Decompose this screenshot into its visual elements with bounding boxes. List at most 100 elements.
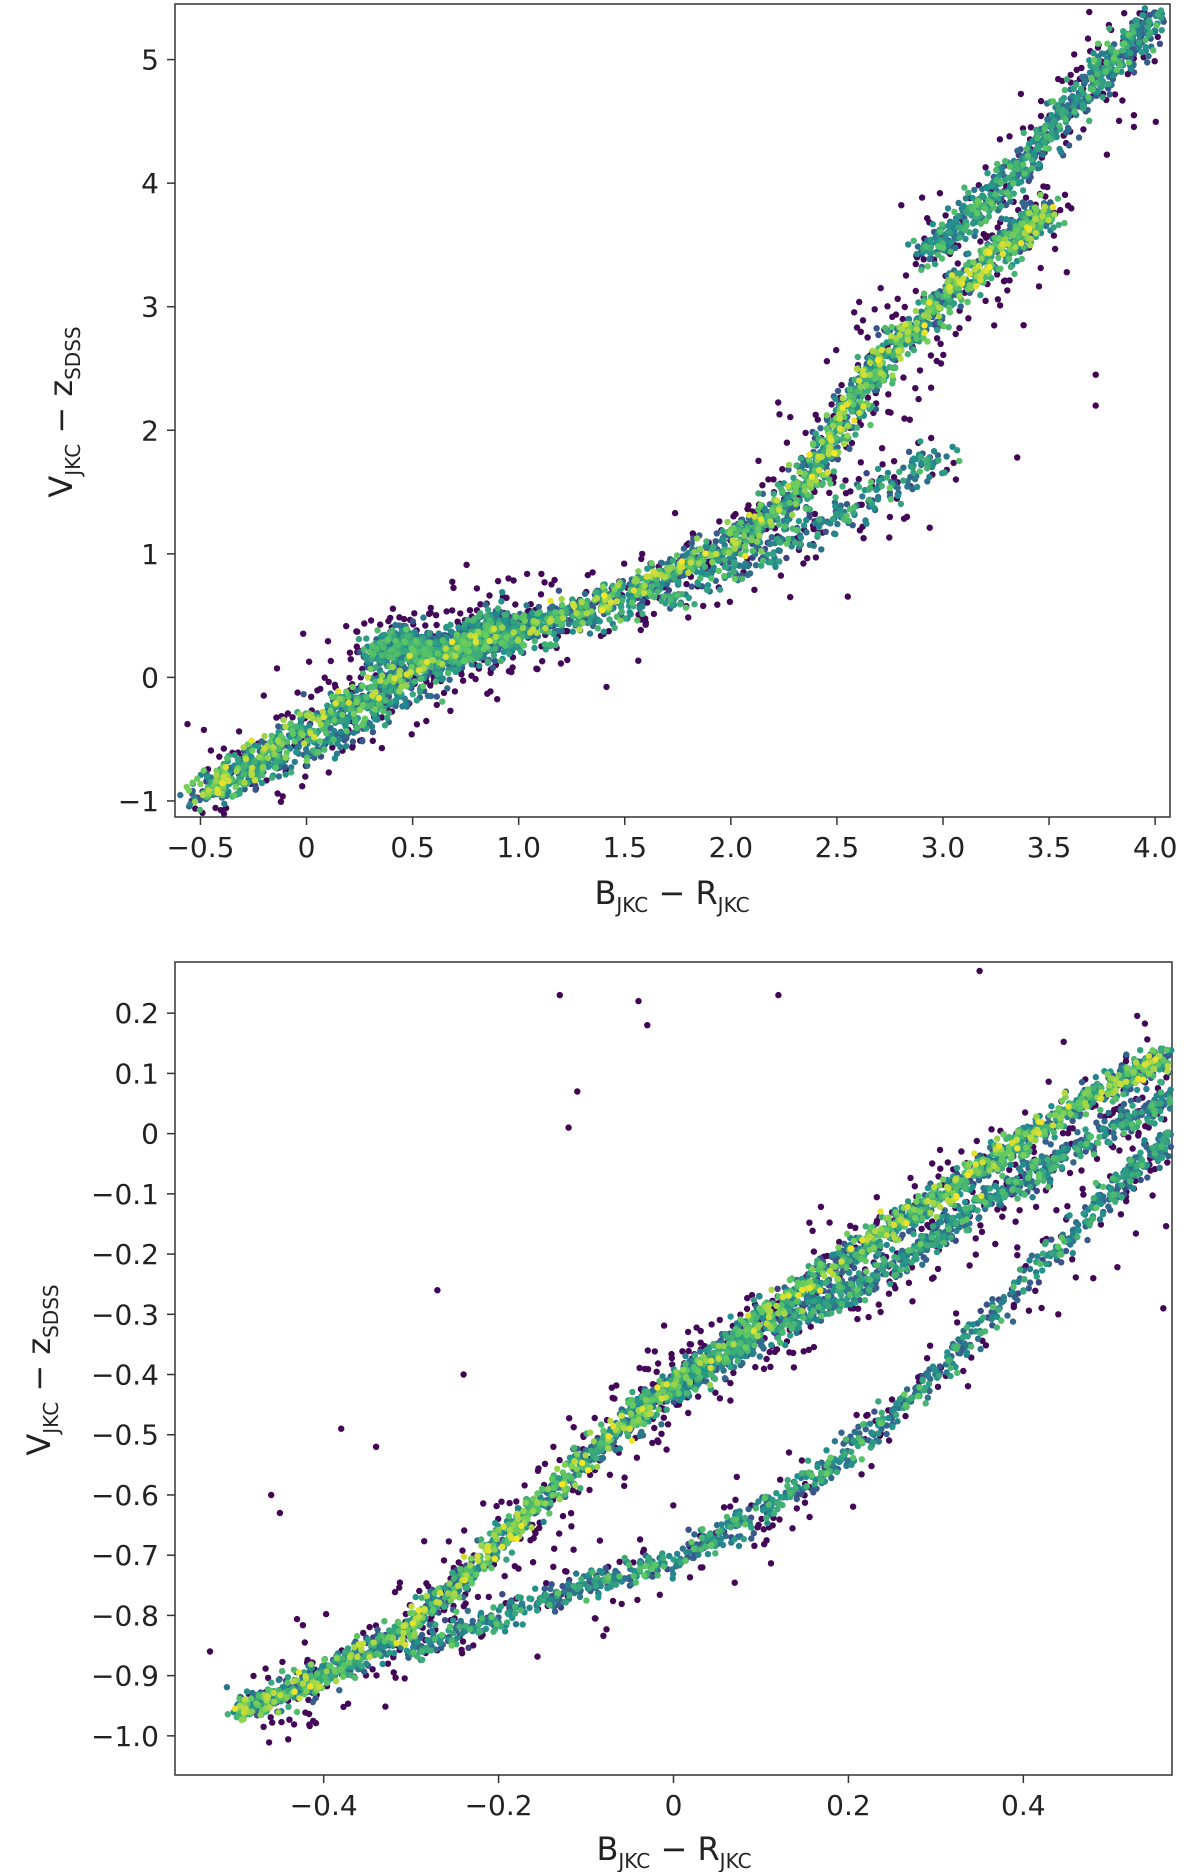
top-data-point [487, 688, 494, 695]
top-data-point [426, 639, 433, 646]
top-data-point [1086, 8, 1093, 16]
top-data-point [1037, 264, 1044, 272]
top-data-point [272, 764, 279, 771]
top-data-point [1073, 81, 1080, 88]
top-data-point [361, 652, 368, 659]
top-data-point [854, 424, 861, 431]
top-data-point [965, 315, 972, 322]
top-data-point [830, 468, 838, 475]
top-data-point [913, 335, 920, 342]
top-data-point [353, 699, 360, 706]
top-data-point [498, 598, 505, 605]
top-data-point [589, 569, 596, 576]
top-data-point [1022, 201, 1029, 208]
top-data-point [714, 601, 721, 608]
top-data-point [890, 474, 898, 481]
top-data-point [726, 598, 734, 605]
top-data-point [581, 590, 589, 597]
top-data-point [665, 566, 672, 573]
top-data-point [988, 200, 995, 207]
top-data-point [325, 769, 332, 776]
top-data-point [982, 164, 989, 171]
top-data-point [776, 521, 783, 528]
top-data-point [857, 328, 864, 335]
top-data-point [801, 487, 808, 494]
top-data-point [857, 459, 864, 466]
top-data-point [477, 601, 484, 608]
top-data-point [367, 617, 375, 624]
top-data-point [886, 484, 893, 492]
top-data-point [417, 675, 425, 682]
top-data-point [1068, 205, 1075, 212]
top-data-point [282, 754, 289, 761]
top-data-point [716, 586, 724, 593]
top-data-point [977, 291, 984, 299]
top-data-point [786, 499, 793, 507]
top-data-point [879, 461, 886, 468]
top-data-point [915, 299, 922, 306]
top-data-point [896, 468, 903, 475]
top-data-point [1036, 160, 1043, 167]
top-data-point [423, 717, 430, 725]
top-data-point [361, 620, 368, 627]
top-data-point [725, 549, 733, 557]
top-data-point [1119, 97, 1126, 104]
top-data-point [974, 209, 981, 217]
top-data-point [361, 715, 369, 722]
top-data-point [768, 534, 775, 541]
top-data-point [943, 453, 950, 460]
top-data-point [697, 575, 704, 582]
top-data-point [860, 535, 867, 542]
top-data-point [258, 772, 266, 779]
top-data-point [475, 621, 482, 628]
top-data-point [382, 697, 389, 704]
top-data-point [1110, 72, 1117, 79]
top-data-point [891, 364, 899, 372]
top-data-point [802, 429, 809, 437]
top-data-point [558, 595, 565, 603]
top-data-point [936, 190, 944, 197]
top-data-point [1090, 56, 1098, 64]
top-data-point [552, 609, 559, 616]
top-data-point [288, 764, 295, 771]
top-data-point [1061, 86, 1069, 94]
top-data-point [811, 510, 819, 518]
top-data-point [359, 738, 366, 745]
top-data-point [1150, 47, 1157, 54]
top-data-point [871, 306, 878, 313]
top-data-point [596, 618, 603, 625]
top-data-point [220, 745, 227, 752]
top-data-point [987, 258, 994, 265]
top-data-point [912, 260, 919, 268]
top-data-point [982, 217, 989, 225]
top-data-point [273, 665, 281, 672]
top-data-point [944, 205, 952, 212]
top-data-point [775, 547, 782, 554]
top-data-point [847, 381, 855, 388]
top-data-point [621, 560, 628, 567]
top-data-point [1006, 163, 1013, 170]
top-data-point [432, 612, 440, 619]
top-data-point [184, 720, 191, 728]
top-data-point [866, 485, 874, 492]
top-data-point [900, 374, 907, 381]
top-data-point [956, 292, 963, 299]
top-data-point [1085, 94, 1092, 101]
top-data-point [877, 284, 884, 292]
top-data-point [937, 228, 944, 235]
top-data-point [1018, 255, 1025, 263]
top-data-point [450, 666, 458, 673]
top-data-point [347, 656, 354, 663]
top-data-point [305, 658, 313, 665]
top-data-point [940, 351, 947, 359]
top-scatter-points [177, 5, 1167, 817]
top-data-point [451, 688, 459, 695]
top-data-point [927, 384, 935, 391]
top-data-point [420, 614, 427, 621]
top-data-point [200, 767, 207, 774]
top-data-point [304, 762, 311, 769]
top-data-point [398, 660, 405, 667]
top-data-point [930, 448, 938, 455]
top-data-point [843, 512, 850, 519]
top-data-point [380, 708, 387, 715]
